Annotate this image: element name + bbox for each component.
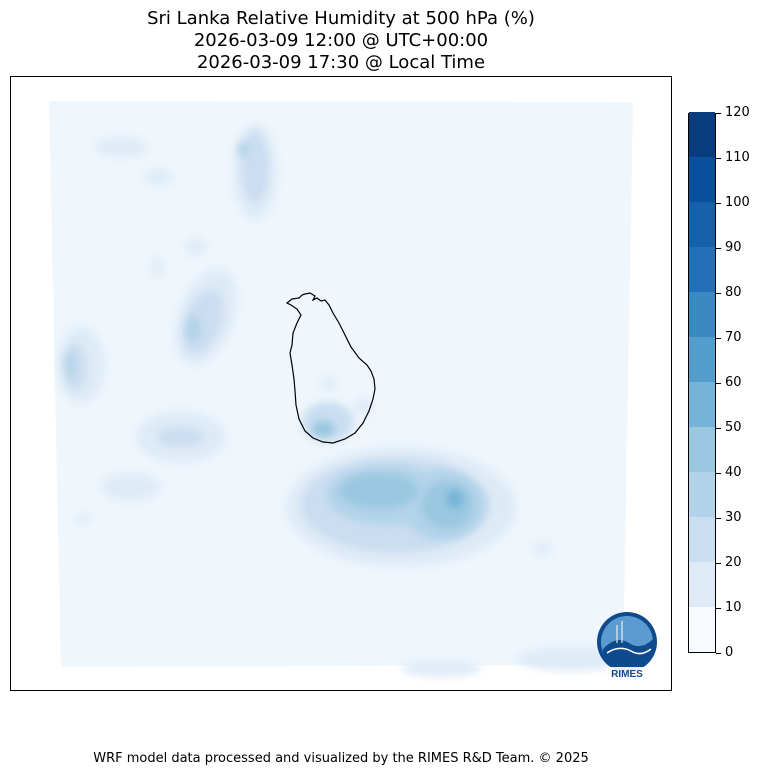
colorbar-tick-label: 80 bbox=[725, 285, 742, 300]
colorbar-segment bbox=[689, 427, 715, 472]
colorbar-tick-label: 110 bbox=[725, 150, 750, 165]
colorbar-tick bbox=[716, 112, 721, 114]
title-line-2: 2026-03-09 12:00 @ UTC+00:00 bbox=[193, 30, 489, 51]
colorbar-tick bbox=[716, 382, 721, 384]
humidity-contours bbox=[57, 124, 626, 677]
colorbar-segment bbox=[689, 382, 715, 427]
colorbar-tick-label: 20 bbox=[725, 555, 742, 570]
map-panel: RIMES bbox=[10, 76, 672, 691]
colorbar-tick bbox=[716, 517, 721, 519]
rimes-logo: RIMES bbox=[597, 612, 657, 680]
colorbar-tick-label: 10 bbox=[725, 600, 742, 615]
colorbar-tick-label: 90 bbox=[725, 240, 742, 255]
colorbar-tick bbox=[716, 247, 721, 249]
colorbar-segment bbox=[689, 157, 715, 202]
colorbar-segment bbox=[689, 472, 715, 517]
colorbar-tick bbox=[716, 427, 721, 429]
sri-lanka-coastline bbox=[285, 292, 376, 444]
colorbar-segment bbox=[689, 247, 715, 292]
colorbar-segment bbox=[689, 337, 715, 382]
colorbar-segment bbox=[689, 112, 715, 157]
colorbar-tick-label: 70 bbox=[725, 330, 742, 345]
colorbar-tick bbox=[716, 157, 721, 159]
colorbar-tick bbox=[716, 292, 721, 294]
colorbar-tick-label: 60 bbox=[725, 375, 742, 390]
colorbar-tick-label: 30 bbox=[725, 510, 742, 525]
colorbar bbox=[688, 112, 716, 653]
credit-footer: WRF model data processed and visualized … bbox=[93, 751, 589, 766]
colorbar-tick-label: 40 bbox=[725, 465, 742, 480]
colorbar-tick-label: 120 bbox=[725, 105, 750, 120]
colorbar-segment bbox=[689, 517, 715, 562]
colorbar-tick bbox=[716, 607, 721, 609]
title-line-1: Sri Lanka Relative Humidity at 500 hPa (… bbox=[147, 8, 535, 29]
humidity-map: RIMES bbox=[49, 101, 657, 680]
colorbar-segment bbox=[689, 292, 715, 337]
colorbar-tick bbox=[716, 562, 721, 564]
colorbar-tick bbox=[716, 337, 721, 339]
logo-text: RIMES bbox=[611, 669, 643, 680]
colorbar-segment bbox=[689, 562, 715, 607]
colorbar-segment bbox=[689, 202, 715, 247]
colorbar-tick-label: 50 bbox=[725, 420, 742, 435]
colorbar-tick bbox=[716, 652, 721, 654]
title-line-3: 2026-03-09 17:30 @ Local Time bbox=[196, 52, 486, 73]
colorbar-tick-label: 100 bbox=[725, 195, 750, 210]
colorbar-tick-label: 0 bbox=[725, 645, 734, 660]
colorbar-tick bbox=[716, 202, 721, 204]
model-domain bbox=[49, 101, 633, 667]
colorbar-segment bbox=[689, 607, 715, 652]
colorbar-tick bbox=[716, 472, 721, 474]
